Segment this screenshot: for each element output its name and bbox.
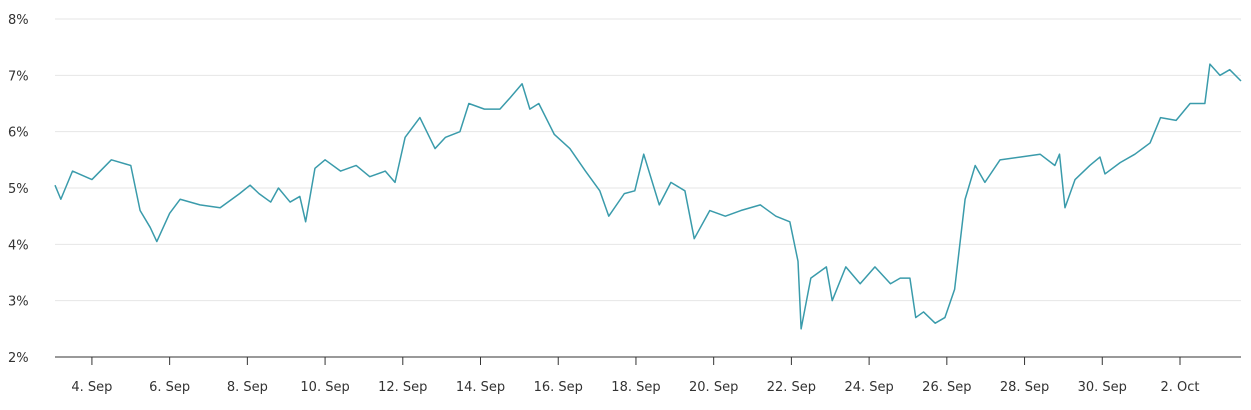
y-tick-label: 7% [8, 69, 29, 84]
y-tick-label: 8% [8, 13, 29, 28]
x-tick-label: 16. Sep [534, 380, 583, 395]
x-tick-label: 10. Sep [300, 380, 349, 395]
y-tick-label: 2% [8, 351, 29, 366]
y-tick-label: 6% [8, 126, 29, 141]
x-tick-label: 28. Sep [1000, 380, 1049, 395]
x-tick-label: 2. Oct [1160, 380, 1199, 395]
x-tick-label: 12. Sep [378, 380, 427, 395]
y-tick-label: 4% [8, 238, 29, 253]
x-tick-label: 6. Sep [149, 380, 190, 395]
x-tick-label: 26. Sep [922, 380, 971, 395]
x-tick-label: 30. Sep [1078, 380, 1127, 395]
x-tick-label: 22. Sep [767, 380, 816, 395]
x-tick-label: 8. Sep [227, 380, 268, 395]
line-series [54, 63, 1242, 330]
x-tick-label: 24. Sep [844, 380, 893, 395]
x-tick-label: 14. Sep [456, 380, 505, 395]
y-tick-label: 5% [8, 182, 29, 197]
x-tick-label: 20. Sep [689, 380, 738, 395]
x-tick-label: 18. Sep [611, 380, 660, 395]
y-tick-label: 3% [8, 295, 29, 310]
x-tick-label: 4. Sep [71, 380, 112, 395]
